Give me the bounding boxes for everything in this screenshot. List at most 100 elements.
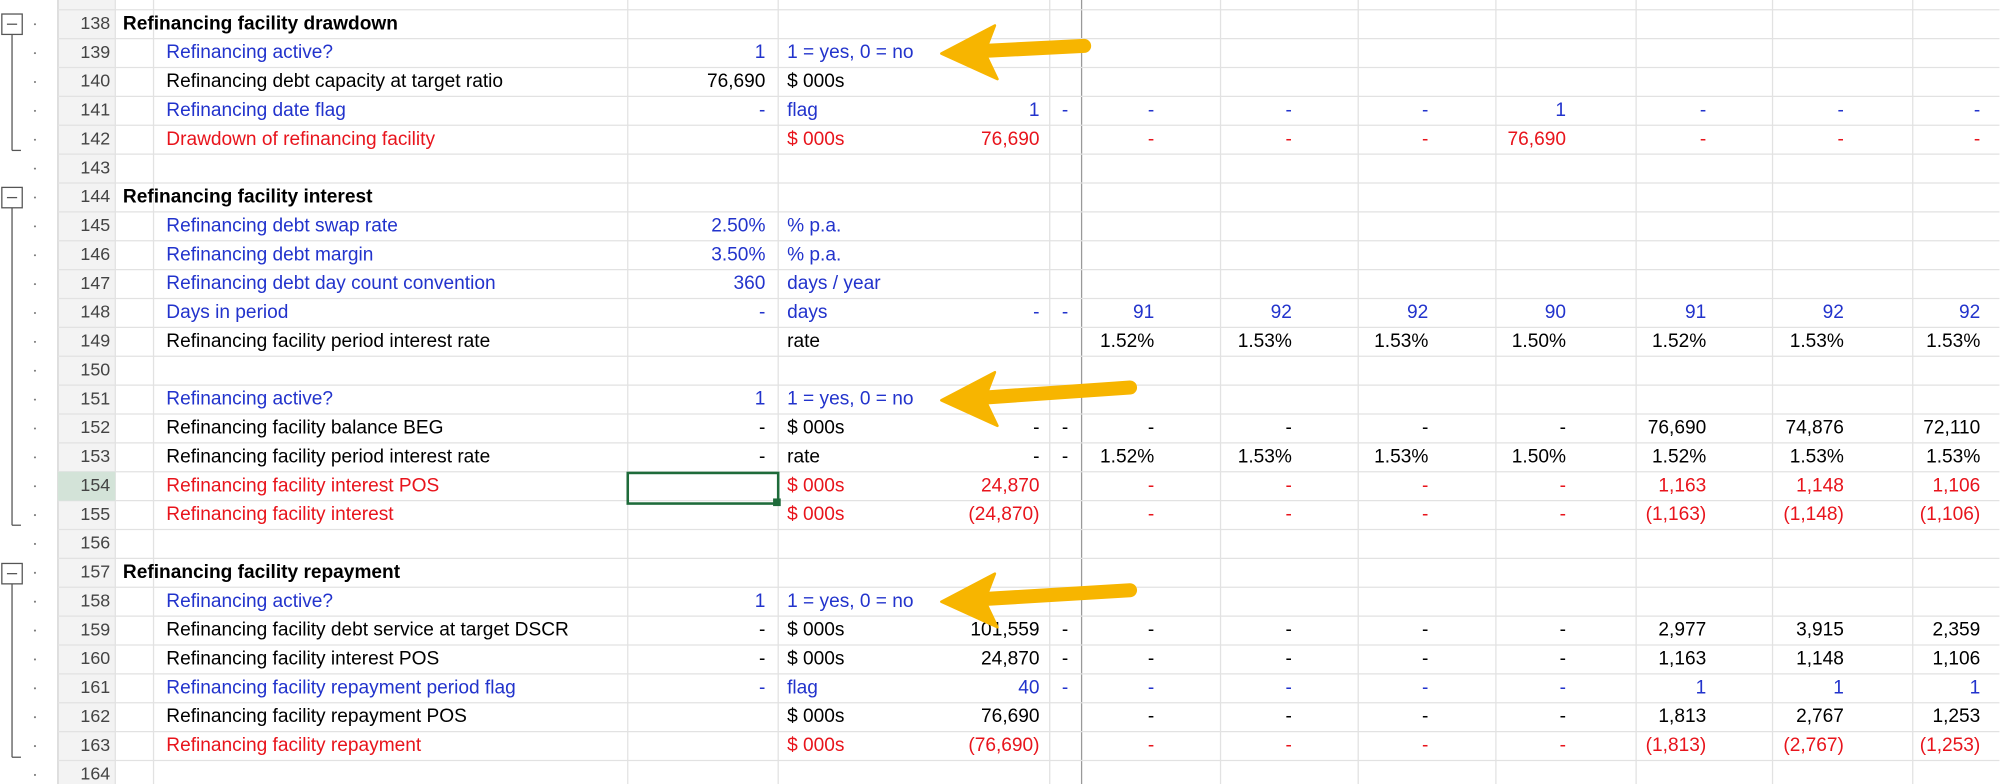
period-value: - bbox=[1148, 620, 1154, 641]
flag: - bbox=[1062, 100, 1068, 121]
row-label: Refinancing facility drawdown bbox=[123, 13, 398, 34]
row-label: Refinancing facility repayment POS bbox=[166, 706, 467, 727]
period-value: - bbox=[1560, 677, 1566, 698]
period-value: - bbox=[1148, 648, 1154, 669]
unit: $ 000s bbox=[787, 620, 844, 641]
period-value: 91 bbox=[1133, 302, 1154, 323]
unit: days bbox=[787, 302, 827, 323]
unit: $ 000s bbox=[787, 706, 844, 727]
arrow-head bbox=[940, 24, 999, 81]
outline-dot bbox=[33, 340, 36, 343]
row-label: Refinancing active? bbox=[166, 591, 333, 612]
period-value: - bbox=[1422, 100, 1428, 121]
row-label: Days in period bbox=[166, 302, 288, 323]
total: 1 bbox=[1029, 100, 1040, 121]
period-value: 1.50% bbox=[1512, 331, 1566, 352]
row-label: Refinancing date flag bbox=[166, 100, 346, 121]
outline-dot bbox=[33, 311, 36, 314]
period-value: - bbox=[1286, 475, 1292, 496]
unit: $ 000s bbox=[787, 735, 844, 756]
outline-dot bbox=[33, 571, 36, 574]
outline-dot bbox=[33, 254, 36, 257]
period-value: - bbox=[1560, 735, 1566, 756]
row-label: Refinancing active? bbox=[166, 42, 333, 63]
unit: $ 000s bbox=[787, 648, 844, 669]
row-label: Refinancing facility repayment bbox=[166, 735, 422, 756]
period-value: - bbox=[1422, 648, 1428, 669]
row-number: 154 bbox=[80, 475, 110, 495]
selected-cell[interactable] bbox=[626, 471, 780, 505]
row-number: 143 bbox=[80, 157, 110, 177]
unit: 1 = yes, 0 = no bbox=[787, 42, 913, 63]
arrow-shaft bbox=[975, 38, 1092, 59]
period-value: - bbox=[1560, 418, 1566, 439]
row-label: Refinancing facility period interest rat… bbox=[166, 331, 490, 352]
row-number: 161 bbox=[80, 677, 110, 697]
row-number: 162 bbox=[80, 706, 110, 726]
row-number: 140 bbox=[80, 71, 110, 91]
row-label: Refinancing debt swap rate bbox=[166, 215, 398, 236]
period-value: 1.52% bbox=[1100, 446, 1154, 467]
period-value: 1.53% bbox=[1238, 331, 1292, 352]
outline-dot bbox=[33, 398, 36, 401]
flag: - bbox=[1062, 418, 1068, 439]
period-value: 1,106 bbox=[1932, 648, 1980, 669]
input-value: 1 bbox=[755, 42, 766, 63]
period-value: 1.53% bbox=[1926, 446, 1980, 467]
period-value: (2,767) bbox=[1783, 735, 1844, 756]
unit: $ 000s bbox=[787, 129, 844, 150]
total: 101,559 bbox=[970, 620, 1039, 641]
fill-handle[interactable] bbox=[773, 498, 781, 507]
row-number: 163 bbox=[80, 735, 110, 755]
period-value: - bbox=[1560, 504, 1566, 525]
period-value: - bbox=[1286, 129, 1292, 150]
period-value: - bbox=[1560, 620, 1566, 641]
period-value: - bbox=[1286, 735, 1292, 756]
input-value: - bbox=[759, 677, 765, 698]
period-value: - bbox=[1422, 418, 1428, 439]
period-value: 1.52% bbox=[1100, 331, 1154, 352]
period-value: 1.53% bbox=[1374, 331, 1428, 352]
row-number: 149 bbox=[80, 331, 110, 351]
period-value: 72,110 bbox=[1923, 418, 1980, 439]
outline-dot bbox=[33, 485, 36, 488]
unit: 1 = yes, 0 = no bbox=[787, 591, 913, 612]
flag: - bbox=[1062, 620, 1068, 641]
grid bbox=[57, 0, 2000, 784]
period-value: 2,977 bbox=[1658, 620, 1706, 641]
period-value: 1 bbox=[1696, 677, 1707, 698]
period-value: 1.52% bbox=[1652, 446, 1706, 467]
total: (24,870) bbox=[968, 504, 1039, 525]
row-label: Refinancing debt day count convention bbox=[166, 273, 495, 294]
arrow-shaft bbox=[975, 380, 1138, 405]
outline-dot bbox=[33, 716, 36, 719]
unit: rate bbox=[787, 446, 820, 467]
period-value: 74,876 bbox=[1785, 418, 1843, 439]
total: 76,690 bbox=[981, 129, 1039, 150]
unit: $ 000s bbox=[787, 71, 844, 92]
row-label: Refinancing facility interest bbox=[166, 504, 394, 525]
period-value: 1 bbox=[1833, 677, 1844, 698]
row-label: Drawdown of refinancing facility bbox=[166, 129, 435, 150]
outline-dot bbox=[33, 109, 36, 112]
period-value: (1,106) bbox=[1920, 504, 1981, 525]
period-value: - bbox=[1148, 706, 1154, 727]
row-number: 139 bbox=[80, 42, 110, 62]
unit: % p.a. bbox=[787, 215, 841, 236]
period-value: (1,148) bbox=[1783, 504, 1844, 525]
row-number: 157 bbox=[80, 562, 110, 582]
total: - bbox=[1033, 302, 1039, 323]
period-value: (1,253) bbox=[1920, 735, 1981, 756]
outline-dot bbox=[33, 225, 36, 228]
outline-dot bbox=[33, 23, 36, 26]
total: - bbox=[1033, 446, 1039, 467]
outline-dot bbox=[33, 196, 36, 199]
unit: flag bbox=[787, 100, 818, 121]
row-number: 153 bbox=[80, 446, 110, 466]
total: 76,690 bbox=[981, 706, 1039, 727]
row-number: 155 bbox=[80, 504, 110, 524]
period-value: 1.53% bbox=[1790, 446, 1844, 467]
period-value: - bbox=[1422, 706, 1428, 727]
period-value: - bbox=[1974, 129, 1980, 150]
